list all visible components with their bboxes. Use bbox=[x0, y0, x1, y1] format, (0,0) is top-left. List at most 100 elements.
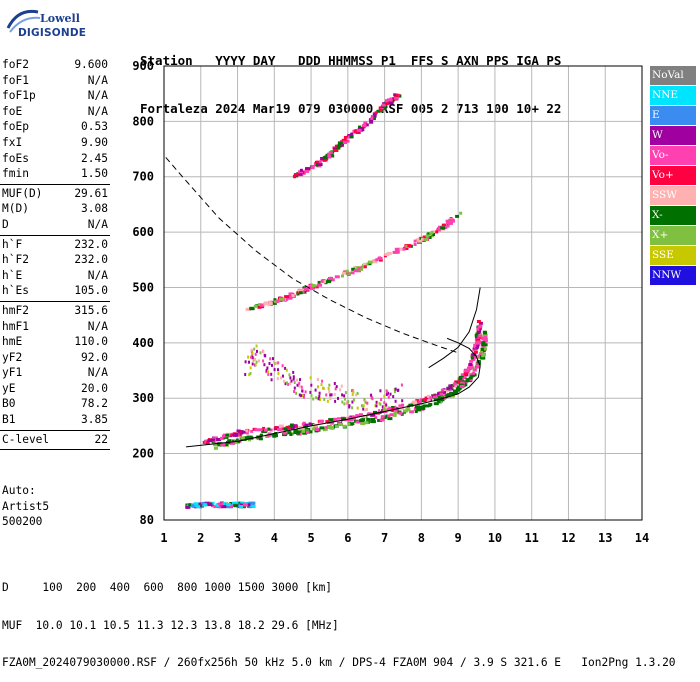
echo-point bbox=[397, 388, 400, 392]
echo-point bbox=[258, 437, 263, 441]
echo-point bbox=[437, 400, 441, 404]
ionogram-chart: 1 2 3 4 5 6 7 8 9 10 11 12 13 14802003004005006007008… bbox=[132, 59, 649, 545]
muf-dashed-curve bbox=[165, 157, 459, 354]
echo-point bbox=[461, 376, 467, 379]
echo-point bbox=[304, 390, 307, 394]
echo-point bbox=[391, 99, 395, 103]
x-tick-label: 5 bbox=[307, 531, 314, 545]
echo-point bbox=[318, 391, 321, 395]
echo-point bbox=[240, 505, 246, 509]
echo-point bbox=[394, 387, 397, 391]
echo-point bbox=[351, 406, 354, 410]
echo-point bbox=[337, 141, 343, 145]
echo-point bbox=[213, 443, 219, 447]
echo-point bbox=[433, 395, 436, 399]
echo-point bbox=[220, 502, 224, 506]
echo-point bbox=[481, 341, 486, 345]
param-key: yF1 bbox=[2, 366, 23, 380]
echo-point bbox=[316, 428, 320, 431]
param-row: foF1p N/A bbox=[0, 88, 112, 104]
echo-point bbox=[352, 390, 355, 394]
echo-point bbox=[337, 143, 341, 147]
echo-point bbox=[220, 443, 226, 446]
echo-point bbox=[483, 347, 487, 351]
echo-point bbox=[331, 278, 335, 282]
footer-file-info: FZA0M_2024079030000.RSF / 260fx256h 50 k… bbox=[2, 656, 676, 669]
param-row: B0 78.2 bbox=[0, 396, 112, 412]
echo-point bbox=[310, 383, 313, 387]
echo-point bbox=[323, 280, 326, 284]
param-key: foE bbox=[2, 104, 23, 118]
echo-point bbox=[262, 350, 265, 354]
echo-point bbox=[292, 175, 296, 179]
param-row: h`E N/A bbox=[0, 268, 112, 284]
echo-point bbox=[472, 371, 476, 375]
echo-point bbox=[472, 373, 477, 377]
param-value: 1.50 bbox=[81, 167, 108, 181]
echo-point bbox=[357, 267, 361, 271]
echo-point bbox=[325, 420, 330, 424]
echo-point bbox=[247, 355, 250, 359]
echo-point bbox=[428, 403, 433, 406]
echo-point bbox=[253, 304, 258, 308]
echo-point bbox=[293, 386, 296, 390]
echo-point bbox=[383, 401, 386, 405]
y-tick-label: 500 bbox=[132, 280, 154, 294]
echo-point bbox=[303, 395, 305, 399]
echo-point bbox=[267, 303, 271, 307]
echo-point bbox=[363, 121, 368, 125]
echo-point bbox=[477, 329, 482, 333]
echo-point bbox=[265, 368, 268, 372]
echo-point bbox=[296, 378, 298, 382]
echo-point bbox=[337, 396, 339, 400]
echo-point bbox=[306, 430, 310, 434]
header-values: Fortaleza 2024 Mar19 079 030000 RSF 005 … bbox=[140, 101, 562, 116]
echo-point bbox=[317, 397, 320, 401]
echo-point bbox=[310, 394, 313, 398]
echo-point bbox=[348, 404, 351, 408]
y-tick-label: 900 bbox=[132, 59, 154, 73]
param-separator bbox=[0, 429, 110, 431]
echo-point bbox=[349, 135, 354, 139]
echo-point bbox=[358, 267, 364, 271]
echo-point bbox=[317, 280, 321, 284]
echo-point bbox=[244, 436, 249, 440]
param-key: hmF1 bbox=[2, 319, 29, 333]
echo-point bbox=[332, 146, 338, 150]
echo-point bbox=[366, 401, 369, 405]
echo-point bbox=[381, 405, 384, 409]
echo-point bbox=[427, 236, 432, 239]
logo-lowell-text: Lowell bbox=[40, 12, 80, 25]
echo-point bbox=[213, 446, 218, 450]
echo-point bbox=[370, 115, 375, 118]
echo-point bbox=[469, 378, 473, 382]
echo-point bbox=[259, 351, 262, 355]
param-key: foF2 bbox=[2, 58, 29, 71]
echo-point bbox=[314, 388, 317, 392]
echo-point bbox=[477, 327, 482, 331]
echo-point bbox=[385, 403, 388, 407]
echo-point bbox=[422, 404, 426, 408]
echo-point bbox=[249, 306, 255, 310]
echo-point bbox=[386, 251, 392, 255]
x-tick-label: 8 bbox=[418, 531, 425, 545]
echo-point bbox=[362, 407, 365, 411]
echo-point bbox=[393, 93, 397, 97]
echo-point bbox=[345, 416, 349, 420]
echo-point bbox=[415, 399, 420, 403]
echo-point bbox=[251, 351, 254, 355]
echo-point bbox=[268, 301, 272, 305]
echo-point bbox=[363, 398, 366, 402]
param-key: yF2 bbox=[2, 350, 23, 364]
echo-point bbox=[269, 428, 273, 432]
echo-point bbox=[304, 169, 310, 173]
echo-point bbox=[221, 505, 227, 509]
echo-point bbox=[356, 128, 362, 132]
echo-point bbox=[420, 406, 426, 410]
echo-point bbox=[387, 391, 389, 395]
echo-point bbox=[453, 389, 458, 393]
echo-point bbox=[340, 384, 343, 388]
echo-point bbox=[334, 399, 337, 403]
digisonde-globe-icon bbox=[6, 9, 41, 33]
y-tick-label: 600 bbox=[132, 225, 154, 239]
